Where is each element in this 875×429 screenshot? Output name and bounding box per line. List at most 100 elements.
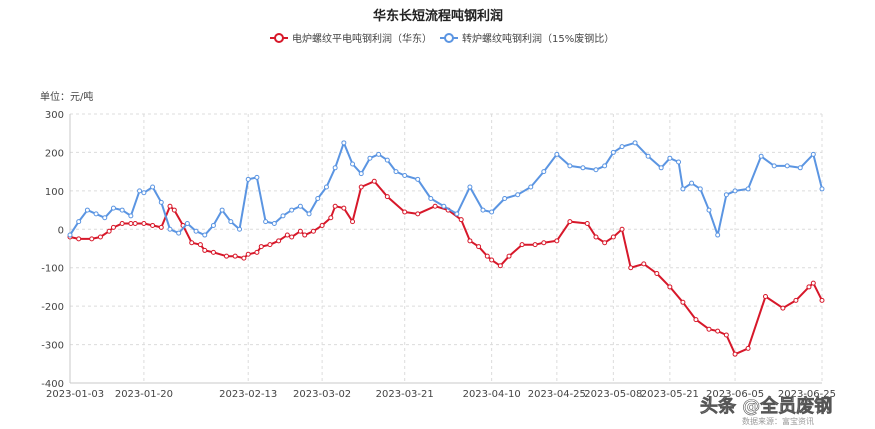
series-1-point [458, 217, 464, 223]
series-1-point [232, 253, 238, 259]
series-2-point [502, 196, 508, 202]
series-2-point [119, 207, 125, 213]
series-2-point [619, 144, 625, 150]
series-1-point [610, 234, 616, 240]
series-2-point [667, 155, 673, 161]
series-2-point [341, 140, 347, 146]
series-2-point [658, 165, 664, 171]
series-1-point [810, 280, 816, 286]
series-1-point [171, 207, 177, 213]
series-1-point [793, 297, 799, 303]
series-1-point [328, 215, 334, 221]
series-2-point [210, 222, 216, 228]
series-2-point [515, 192, 521, 198]
series-1-point [150, 222, 156, 228]
grid-layer [69, 113, 823, 384]
series-1-point [602, 240, 608, 246]
series-2-point [797, 165, 803, 171]
series-2-point [358, 171, 364, 177]
series-1-point [110, 224, 116, 230]
series-1-point [476, 244, 482, 250]
series-1-point [641, 261, 647, 267]
series-2-point [489, 209, 495, 215]
x-tick-label: 2023-05-08 [584, 389, 642, 400]
series-2-point [676, 159, 682, 165]
series-2-point [245, 176, 251, 182]
series-1-point [223, 253, 229, 259]
series-2-point [128, 213, 134, 219]
x-tick-label: 2023-06-25 [778, 389, 836, 400]
series-1-point [806, 284, 812, 290]
series-2-point [706, 207, 712, 213]
chart-title: 华东长短流程吨钢利润 [373, 8, 503, 24]
series-layer [67, 140, 825, 357]
series-2-point [415, 176, 421, 182]
legend-item-series-2[interactable]: 转炉螺纹吨钢利润（15%废钢比） [440, 32, 614, 45]
y-tick-label: 0 [58, 225, 64, 236]
series-2-point [732, 188, 738, 194]
series-2-point [184, 221, 190, 227]
series-1-point [484, 253, 490, 259]
series-2-point [602, 163, 608, 169]
series-2-point [428, 196, 434, 202]
series-1-point [167, 203, 173, 209]
series-1-point [76, 236, 82, 242]
series-2-point [202, 232, 208, 238]
series-1-point [371, 178, 377, 184]
series-1-point [350, 219, 356, 225]
series-1-point [762, 294, 768, 300]
watermark-text: 头条 @全员废钢 [700, 395, 832, 417]
series-2-point [758, 153, 764, 159]
legend-item-series-1[interactable]: 电炉螺纹平电吨钢利润（华东） [270, 32, 432, 45]
series-2-point [393, 169, 399, 175]
source-text: 数据来源：富宝资讯 [742, 416, 814, 426]
series-1-point [310, 228, 316, 234]
series-1-point [667, 284, 673, 290]
series-1-point [332, 203, 338, 209]
series-1-point [432, 203, 438, 209]
series-1-point [819, 297, 825, 303]
series-2-point [110, 205, 116, 211]
series-1-point [593, 234, 599, 240]
series-1-point [297, 228, 303, 234]
series-1-point [141, 221, 147, 227]
series-1-point [97, 234, 103, 240]
series-1-point [780, 305, 786, 311]
series-2-point [771, 163, 777, 169]
series-2-point [150, 184, 156, 190]
series-2-point [441, 203, 447, 209]
legend-marker-series-2 [444, 33, 454, 43]
series-2-point [158, 199, 164, 205]
series-2-point [289, 207, 295, 213]
series-2-point [454, 211, 460, 217]
series-2-point [193, 228, 199, 234]
series-1-point [132, 221, 138, 227]
series-line-2 [69, 141, 823, 237]
x-tick-label: 2023-04-25 [528, 389, 586, 400]
series-1-point [402, 209, 408, 215]
series-1-point [715, 328, 721, 334]
legend: 电炉螺纹平电吨钢利润（华东） 转炉螺纹吨钢利润（15%废钢比） [270, 32, 614, 45]
series-1-point [158, 224, 164, 230]
series-2-point [376, 151, 382, 157]
x-tick-label: 2023-05-21 [641, 389, 699, 400]
tick-layer: -400 -300 -200 -100 0 100 200 300 2023-01-03 2023… [41, 110, 836, 400]
series-2-point [93, 211, 99, 217]
series-1-point [284, 232, 290, 238]
series-2-point [467, 184, 473, 190]
series-1-point [497, 263, 503, 269]
y-tick-label: 200 [45, 148, 64, 159]
series-2-point [580, 165, 586, 171]
series-2-point [271, 221, 277, 227]
series-1-point [197, 242, 203, 248]
series-2-point [306, 211, 312, 217]
series-1-point [489, 257, 495, 263]
series-1-point [654, 270, 660, 276]
series-1-point [254, 249, 260, 255]
series-1-point [106, 228, 112, 234]
series-1-point [289, 234, 295, 240]
series-1-point [245, 251, 251, 257]
series-1-point [241, 255, 247, 261]
series-1-point [467, 238, 473, 244]
y-tick-label: -200 [41, 302, 64, 313]
